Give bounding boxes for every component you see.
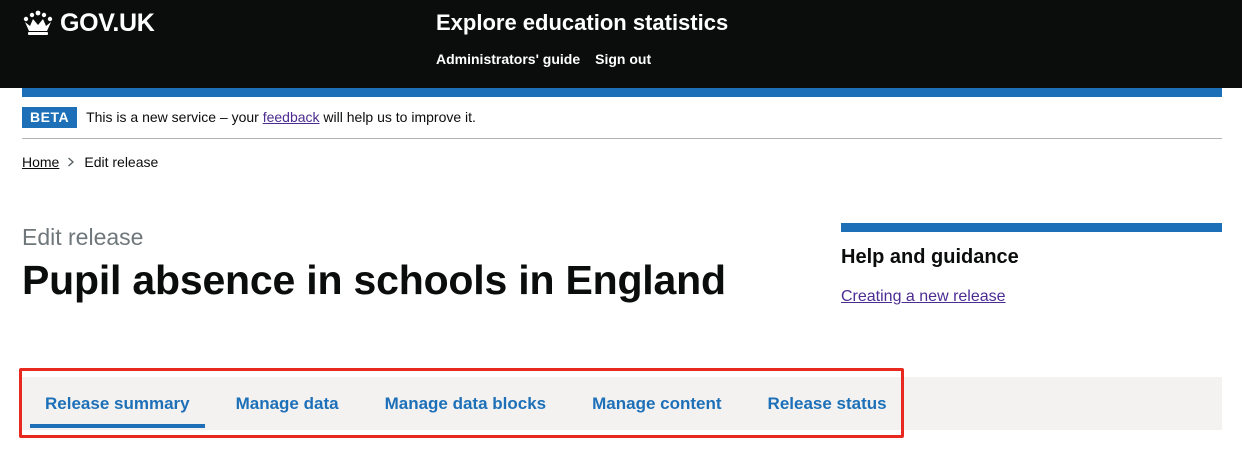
service-name[interactable]: Explore education statistics	[436, 10, 729, 35]
beta-text-before: This is a new service – your	[86, 109, 263, 125]
help-panel: Help and guidance Creating a new release	[841, 223, 1222, 307]
tabs-strip	[22, 377, 1222, 430]
beta-banner: BETA This is a new service – your feedba…	[22, 107, 1222, 139]
beta-text: This is a new service – your feedback wi…	[86, 106, 476, 128]
creating-release-link[interactable]: Creating a new release	[841, 288, 1006, 305]
help-title: Help and guidance	[841, 246, 1019, 268]
crown-icon	[23, 10, 53, 35]
beta-tag: BETA	[22, 107, 78, 128]
page-caption: Edit release	[22, 224, 144, 250]
page-title: Pupil absence in schools in England	[22, 257, 726, 303]
breadcrumb-current: Edit release	[84, 154, 159, 170]
govuk-logo-link[interactable]: GOV.UK	[22, 8, 155, 38]
beta-text-after: will help us to improve it.	[319, 109, 476, 125]
breadcrumb: Home Edit release	[22, 153, 158, 171]
tab-manage-data-blocks[interactable]: Manage data blocks	[384, 394, 547, 413]
header-nav: Administrators' guide Sign out	[436, 50, 651, 68]
nav-administrators-guide[interactable]: Administrators' guide	[436, 51, 581, 67]
breadcrumb-home[interactable]: Home	[22, 154, 60, 170]
feedback-link[interactable]: feedback	[262, 109, 320, 125]
tab-manage-content[interactable]: Manage content	[592, 394, 722, 413]
tab-release-summary[interactable]: Release summary	[30, 377, 205, 430]
header-blue-bar	[22, 88, 1222, 97]
nav-sign-out[interactable]: Sign out	[595, 51, 652, 67]
release-tabs: Release summary Manage data Manage data …	[22, 377, 910, 430]
site-header: GOV.UK Explore education statistics Admi…	[0, 0, 1242, 88]
logo-text: GOV.UK	[60, 9, 155, 37]
tab-manage-data[interactable]: Manage data	[235, 394, 339, 413]
chevron-right-icon	[67, 153, 75, 171]
tab-release-status[interactable]: Release status	[767, 394, 887, 413]
